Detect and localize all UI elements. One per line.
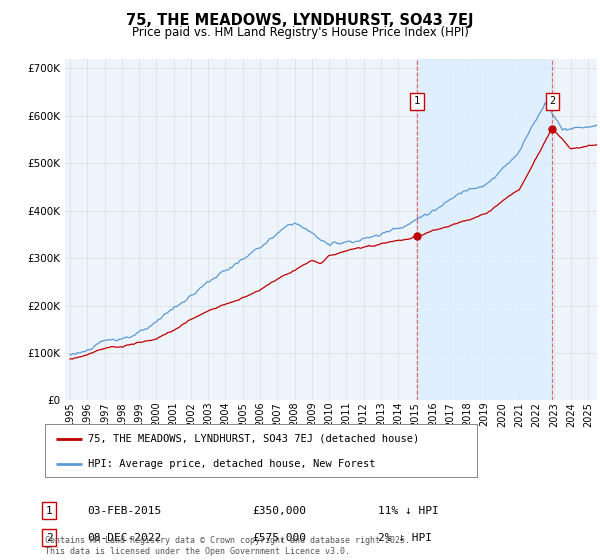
Text: Contains HM Land Registry data © Crown copyright and database right 2025.
This d: Contains HM Land Registry data © Crown c… [45,536,410,556]
Text: 2: 2 [549,96,556,106]
Text: 03-FEB-2015: 03-FEB-2015 [87,506,161,516]
Text: Price paid vs. HM Land Registry's House Price Index (HPI): Price paid vs. HM Land Registry's House … [131,26,469,39]
Text: HPI: Average price, detached house, New Forest: HPI: Average price, detached house, New … [88,459,376,469]
Text: 1: 1 [414,96,420,106]
Text: £350,000: £350,000 [252,506,306,516]
Bar [417,59,553,400]
Text: 2% ↓ HPI: 2% ↓ HPI [378,533,432,543]
Text: 75, THE MEADOWS, LYNDHURST, SO43 7EJ (detached house): 75, THE MEADOWS, LYNDHURST, SO43 7EJ (de… [88,434,419,444]
Text: 2: 2 [46,533,53,543]
Text: 75, THE MEADOWS, LYNDHURST, SO43 7EJ: 75, THE MEADOWS, LYNDHURST, SO43 7EJ [126,13,474,28]
Text: £575,000: £575,000 [252,533,306,543]
Text: 1: 1 [46,506,53,516]
Text: 08-DEC-2022: 08-DEC-2022 [87,533,161,543]
Text: 11% ↓ HPI: 11% ↓ HPI [378,506,439,516]
